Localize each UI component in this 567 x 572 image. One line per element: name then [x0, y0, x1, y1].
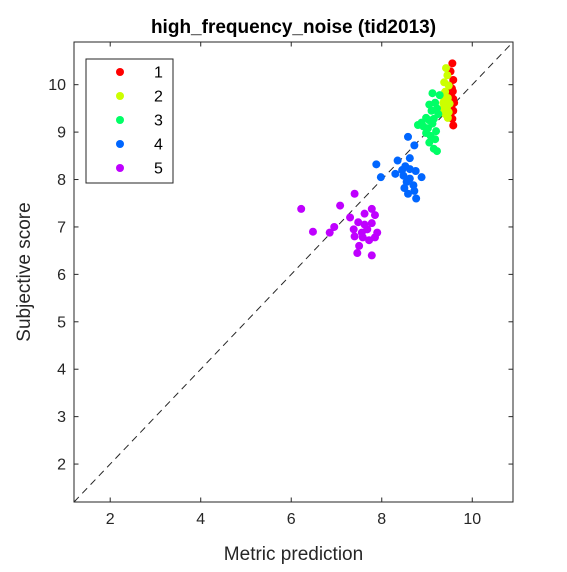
point-series-5-16: [358, 233, 367, 242]
legend: 1 2 3 4 5: [85, 58, 174, 184]
y-tick-label-2: 2: [57, 457, 66, 474]
point-series-4-2: [393, 156, 402, 165]
point-series-5-23: [363, 225, 372, 234]
legend-label-3: 3: [154, 113, 163, 130]
point-series-2-0: [442, 64, 451, 73]
point-series-3-0: [428, 89, 437, 98]
axes-box: [73, 41, 514, 503]
point-series-3-13: [432, 127, 441, 136]
point-series-5-7: [354, 218, 363, 227]
point-series-3-20: [434, 110, 443, 119]
point-series-5-22: [346, 213, 355, 222]
point-series-5-11: [325, 228, 334, 237]
point-series-3-3: [425, 100, 434, 109]
point-series-1-12: [449, 121, 458, 130]
point-series-1-2: [449, 75, 458, 84]
point-series-5-6: [330, 222, 339, 231]
legend-marker-1: [116, 68, 124, 76]
y-tick-label-10: 10: [48, 77, 66, 94]
point-series-4-11: [417, 173, 426, 182]
point-series-4-7: [391, 169, 400, 178]
point-series-5-1: [336, 201, 345, 210]
identity-reference-line: [73, 41, 514, 503]
legend-marker-2: [116, 92, 124, 100]
point-series-3-5: [427, 106, 436, 115]
legend-box: [85, 58, 174, 184]
point-series-5-9: [367, 219, 376, 228]
y-tick-label-9: 9: [57, 125, 66, 142]
point-series-4-6: [411, 166, 420, 175]
point-series-5-20: [353, 249, 362, 258]
point-series-3-16: [431, 135, 440, 144]
point-series-5-21: [367, 251, 376, 260]
point-series-5-5: [370, 211, 379, 220]
point-series-5-4: [360, 209, 369, 218]
point-series-4-12: [402, 177, 411, 186]
point-series-3-21: [417, 118, 426, 127]
point-series-5-10: [308, 227, 317, 236]
chart-title: high_frequency_noise (tid2013): [151, 17, 436, 38]
point-series-3-12: [428, 119, 437, 128]
point-series-4-0: [404, 132, 413, 141]
legend-marker-3: [116, 116, 124, 124]
point-series-3-19: [432, 147, 441, 156]
y-axis-label: Subjective score: [14, 202, 35, 341]
x-tick-label-6: 6: [287, 511, 296, 528]
y-tick-label-8: 8: [57, 172, 66, 189]
legend-label-4: 4: [154, 137, 163, 154]
axis-ticks: 2 4 6 8 10 2 3 4 5 6 7 8 9 10: [48, 42, 513, 528]
point-series-2-14: [443, 113, 452, 122]
point-series-2-15: [439, 98, 448, 107]
data-points: [297, 59, 459, 260]
legend-label-5: 5: [154, 161, 163, 178]
point-series-5-0: [297, 204, 306, 213]
point-series-4-16: [404, 189, 413, 198]
point-series-4-18: [405, 154, 414, 163]
point-series-2-3: [444, 81, 453, 90]
y-tick-label-4: 4: [57, 362, 66, 379]
point-series-4-14: [400, 184, 409, 193]
x-axis-label: Metric prediction: [224, 544, 363, 565]
x-tick-label-2: 2: [106, 511, 115, 528]
point-series-5-3: [367, 204, 376, 213]
y-tick-label-3: 3: [57, 409, 66, 426]
point-series-5-12: [349, 225, 358, 234]
point-series-3-17: [425, 138, 434, 147]
point-series-4-1: [410, 141, 419, 150]
x-tick-label-8: 8: [377, 511, 386, 528]
point-series-4-10: [376, 173, 385, 182]
legend-marker-4: [116, 140, 124, 148]
y-tick-label-7: 7: [57, 219, 66, 236]
legend-label-1: 1: [154, 65, 163, 82]
point-series-4-19: [398, 166, 407, 175]
point-series-5-18: [370, 233, 379, 242]
point-series-4-3: [372, 160, 381, 169]
legend-label-2: 2: [154, 89, 163, 106]
y-tick-label-6: 6: [57, 267, 66, 284]
point-series-4-15: [410, 186, 419, 195]
point-series-5-19: [355, 241, 364, 250]
point-series-5-2: [350, 189, 359, 198]
point-series-5-15: [350, 232, 359, 241]
x-tick-label-4: 4: [196, 511, 205, 528]
x-tick-label-10: 10: [463, 511, 481, 528]
legend-marker-5: [116, 164, 124, 172]
y-tick-label-5: 5: [57, 314, 66, 331]
point-series-3-1: [435, 91, 444, 100]
point-series-4-17: [412, 194, 421, 203]
point-series-1-0: [448, 59, 457, 68]
point-series-2-1: [443, 71, 452, 80]
